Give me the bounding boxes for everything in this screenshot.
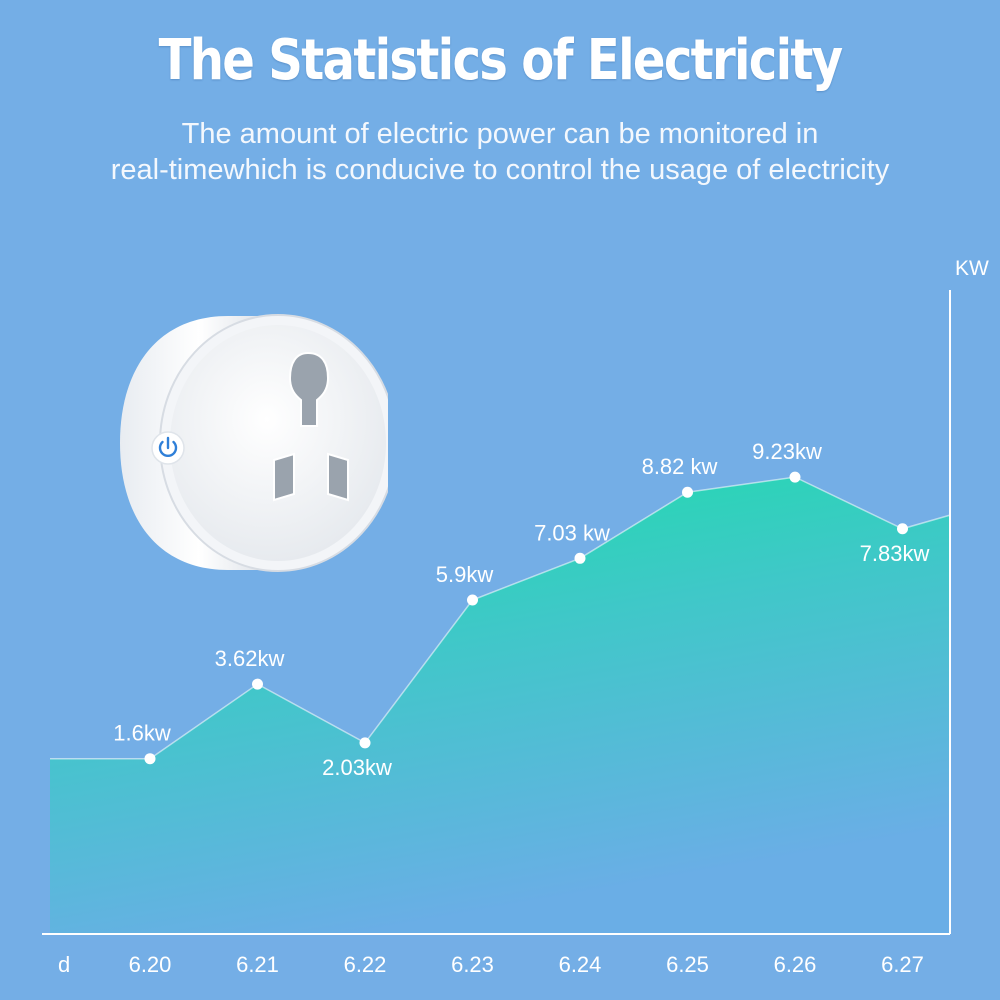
page-title: The Statistics of Electricity [158,28,843,93]
data-point [359,737,371,749]
data-label: 8.82 kw [642,454,718,479]
x-tick-label: 6.23 [451,952,494,977]
subtitle-line-2: real-timewhich is conducive to control t… [110,154,890,186]
x-tick-label: 6.20 [129,952,172,977]
x-tick-label: 6.25 [666,952,709,977]
data-point [144,753,156,765]
data-point [467,594,478,606]
x-tick-label: 6.22 [344,952,387,977]
data-label: 1.6kw [113,721,171,746]
data-label: 7.83kw [860,541,930,566]
series-area [50,477,950,934]
x-tick-label: 6.27 [881,952,924,977]
x-tick-label: 6.26 [774,952,817,977]
y-axis-label: KW [955,257,989,280]
data-point [789,471,801,483]
smart-plug-icon [120,314,388,572]
data-label: 9.23kw [752,439,822,464]
series-line [50,476,951,760]
data-point [682,486,693,498]
page-subtitle: The amount of electric power can be moni… [0,116,1000,188]
data-label: 3.62kw [215,646,285,671]
x-tick-label: 6.24 [559,952,602,977]
power-icon [151,431,185,465]
data-label: 2.03kw [322,755,392,780]
subtitle-line-1: The amount of electric power can be moni… [181,118,819,150]
data-point [574,552,586,564]
data-label: 7.03 kw [534,520,610,545]
x-tick-label: 6.21 [236,952,279,977]
data-point [252,678,263,690]
data-point [897,523,908,535]
data-label: 5.9kw [436,562,494,587]
x-axis-label: d [58,952,70,977]
